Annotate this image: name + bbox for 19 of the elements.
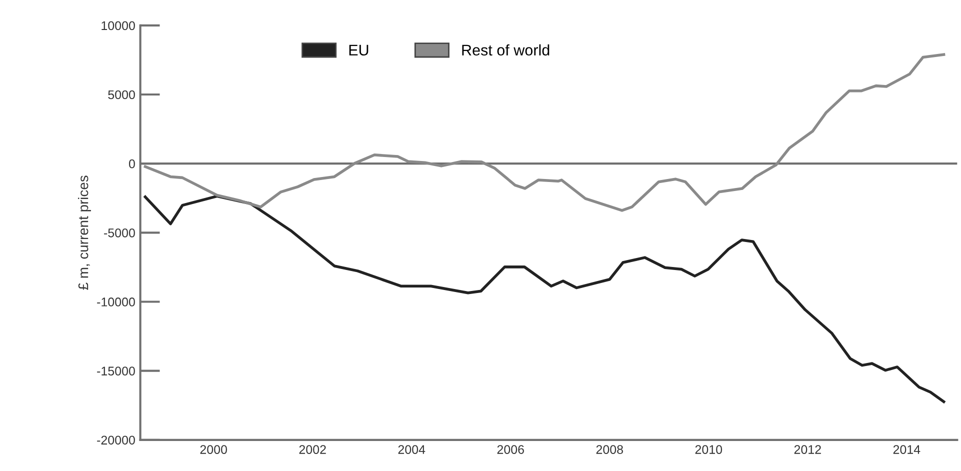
y-tick-label: 5000 bbox=[108, 90, 135, 100]
x-tick-label: 2000 bbox=[200, 445, 227, 454]
y-tick-label: -15000 bbox=[97, 366, 135, 376]
x-tick-label: 2010 bbox=[695, 445, 722, 454]
line-series bbox=[144, 194, 946, 404]
x-tick-label: 2014 bbox=[893, 445, 920, 454]
y-axis-title: £ m, current prices bbox=[78, 176, 91, 290]
x-tick-label: 2002 bbox=[299, 445, 326, 454]
y-tick-label: -10000 bbox=[97, 298, 135, 306]
y-tick-label: -20000 bbox=[97, 436, 135, 445]
x-tick-label: 2004 bbox=[398, 445, 426, 454]
legend-label: Rest of world bbox=[462, 44, 550, 56]
y-tick-label: 10000 bbox=[102, 21, 135, 30]
x-tick-label: 2012 bbox=[794, 445, 821, 454]
x-tick-label: 2008 bbox=[596, 445, 623, 454]
y-tick-label: -5000 bbox=[104, 228, 135, 238]
x-tick-label: 2006 bbox=[497, 445, 524, 454]
y-tick-label: 0 bbox=[128, 159, 135, 168]
legend-label: EU bbox=[349, 44, 368, 56]
